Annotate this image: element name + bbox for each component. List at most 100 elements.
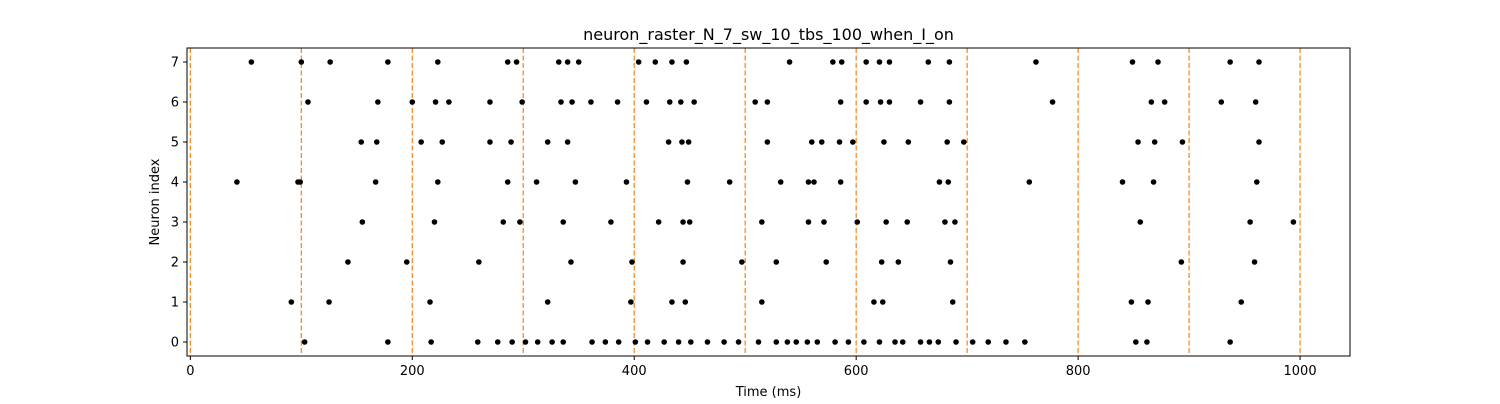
spike-dot (721, 339, 727, 345)
spike-dot (568, 259, 574, 265)
spike-dot (1022, 339, 1028, 345)
spike-dot (808, 139, 815, 145)
spike-dot (952, 219, 958, 225)
spike-dot (1145, 299, 1151, 305)
spike-dot (682, 299, 689, 305)
spike-dot (759, 219, 765, 225)
spike-dot (326, 299, 332, 305)
y-tick-label: 1 (171, 296, 179, 311)
spike-dot (1178, 259, 1185, 265)
spike-dot (519, 99, 525, 105)
x-tick-label: 400 (622, 364, 647, 379)
spike-dot (345, 259, 351, 265)
spike-dot (949, 299, 956, 305)
spike-dot (1026, 179, 1033, 185)
spike-dot (1256, 59, 1262, 65)
spike-dot (403, 259, 410, 265)
spike-dot (1049, 99, 1056, 105)
spike-dot (375, 99, 381, 105)
spike-dot (1256, 139, 1262, 145)
spike-dot (804, 339, 811, 345)
spike-dot (675, 339, 682, 345)
spike-dot (883, 219, 889, 225)
spike-dot (837, 179, 844, 185)
spike-dot (418, 139, 424, 145)
spike-dot (985, 339, 992, 345)
spike-dot (784, 339, 791, 345)
x-tick-label: 600 (844, 364, 869, 379)
spike-dot (899, 339, 906, 345)
y-tick-label: 5 (171, 136, 179, 151)
x-tick-label: 1000 (1284, 364, 1317, 379)
spike-dot (432, 99, 439, 105)
spike-dot (1238, 299, 1245, 305)
spike-dot (428, 339, 434, 345)
spike-dot (533, 179, 540, 185)
spike-dot (666, 99, 673, 105)
spike-dot (818, 139, 825, 145)
x-tick-label: 200 (400, 364, 425, 379)
spike-dot (305, 99, 311, 105)
spike-dot (1253, 179, 1260, 185)
spike-dot (881, 139, 887, 145)
x-tick-label: 0 (186, 364, 194, 379)
spike-dot (886, 59, 893, 65)
spike-dot (961, 139, 967, 145)
spike-dot (1003, 339, 1009, 345)
spike-dot (878, 259, 885, 265)
spike-dot (615, 339, 622, 345)
spike-dot (1252, 99, 1259, 105)
spike-dot (487, 139, 493, 145)
spike-dot (1128, 299, 1135, 305)
spike-dot (544, 299, 551, 305)
spike-dot (777, 179, 784, 185)
spike-dot (876, 59, 883, 65)
spike-dot (821, 219, 827, 225)
spike-dot (628, 299, 634, 305)
spike-dot (504, 179, 511, 185)
spike-dot (953, 339, 959, 345)
spike-dot (494, 339, 501, 345)
spike-dot (863, 99, 869, 105)
x-axis-ticks: 0 200 400 600 800 1000 (186, 356, 1317, 379)
spike-dot (358, 139, 365, 145)
chart-title: neuron_raster_N_7_sw_10_tbs_100_when_I_o… (583, 25, 954, 45)
y-tick-label: 6 (171, 96, 179, 111)
spike-dot (655, 219, 662, 225)
spike-dot (669, 59, 675, 65)
spike-dot (301, 339, 308, 345)
spike-dot (614, 99, 621, 105)
spike-dot (555, 59, 562, 65)
spike-dot (854, 219, 861, 225)
spike-dot (588, 99, 594, 105)
spike-dot (947, 259, 954, 265)
spike-dot (297, 179, 303, 185)
spike-dot (1129, 59, 1136, 65)
spike-dot (861, 339, 867, 345)
spike-dot (773, 259, 780, 265)
spike-dot (409, 99, 416, 105)
spike-dot (678, 99, 684, 105)
spike-dot (1144, 339, 1150, 345)
spike-dot (372, 179, 379, 185)
spike-dot (680, 259, 686, 265)
spike-dot (517, 219, 523, 225)
spike-dot (926, 339, 933, 345)
spike-dot (1247, 219, 1253, 225)
spike-dot (385, 59, 391, 65)
spike-dot (1150, 179, 1157, 185)
spike-dot (1137, 219, 1144, 225)
spike-dot (739, 259, 745, 265)
spike-dot (1227, 59, 1233, 65)
spike-dot (895, 259, 902, 265)
spike-dot (830, 59, 836, 65)
spike-dot (1155, 59, 1161, 65)
spike-dot (755, 339, 762, 345)
spike-dot (661, 339, 667, 345)
spike-dot (704, 339, 711, 345)
spike-dot (680, 219, 686, 225)
spike-dot (691, 99, 697, 105)
y-tick-label: 7 (171, 56, 179, 71)
